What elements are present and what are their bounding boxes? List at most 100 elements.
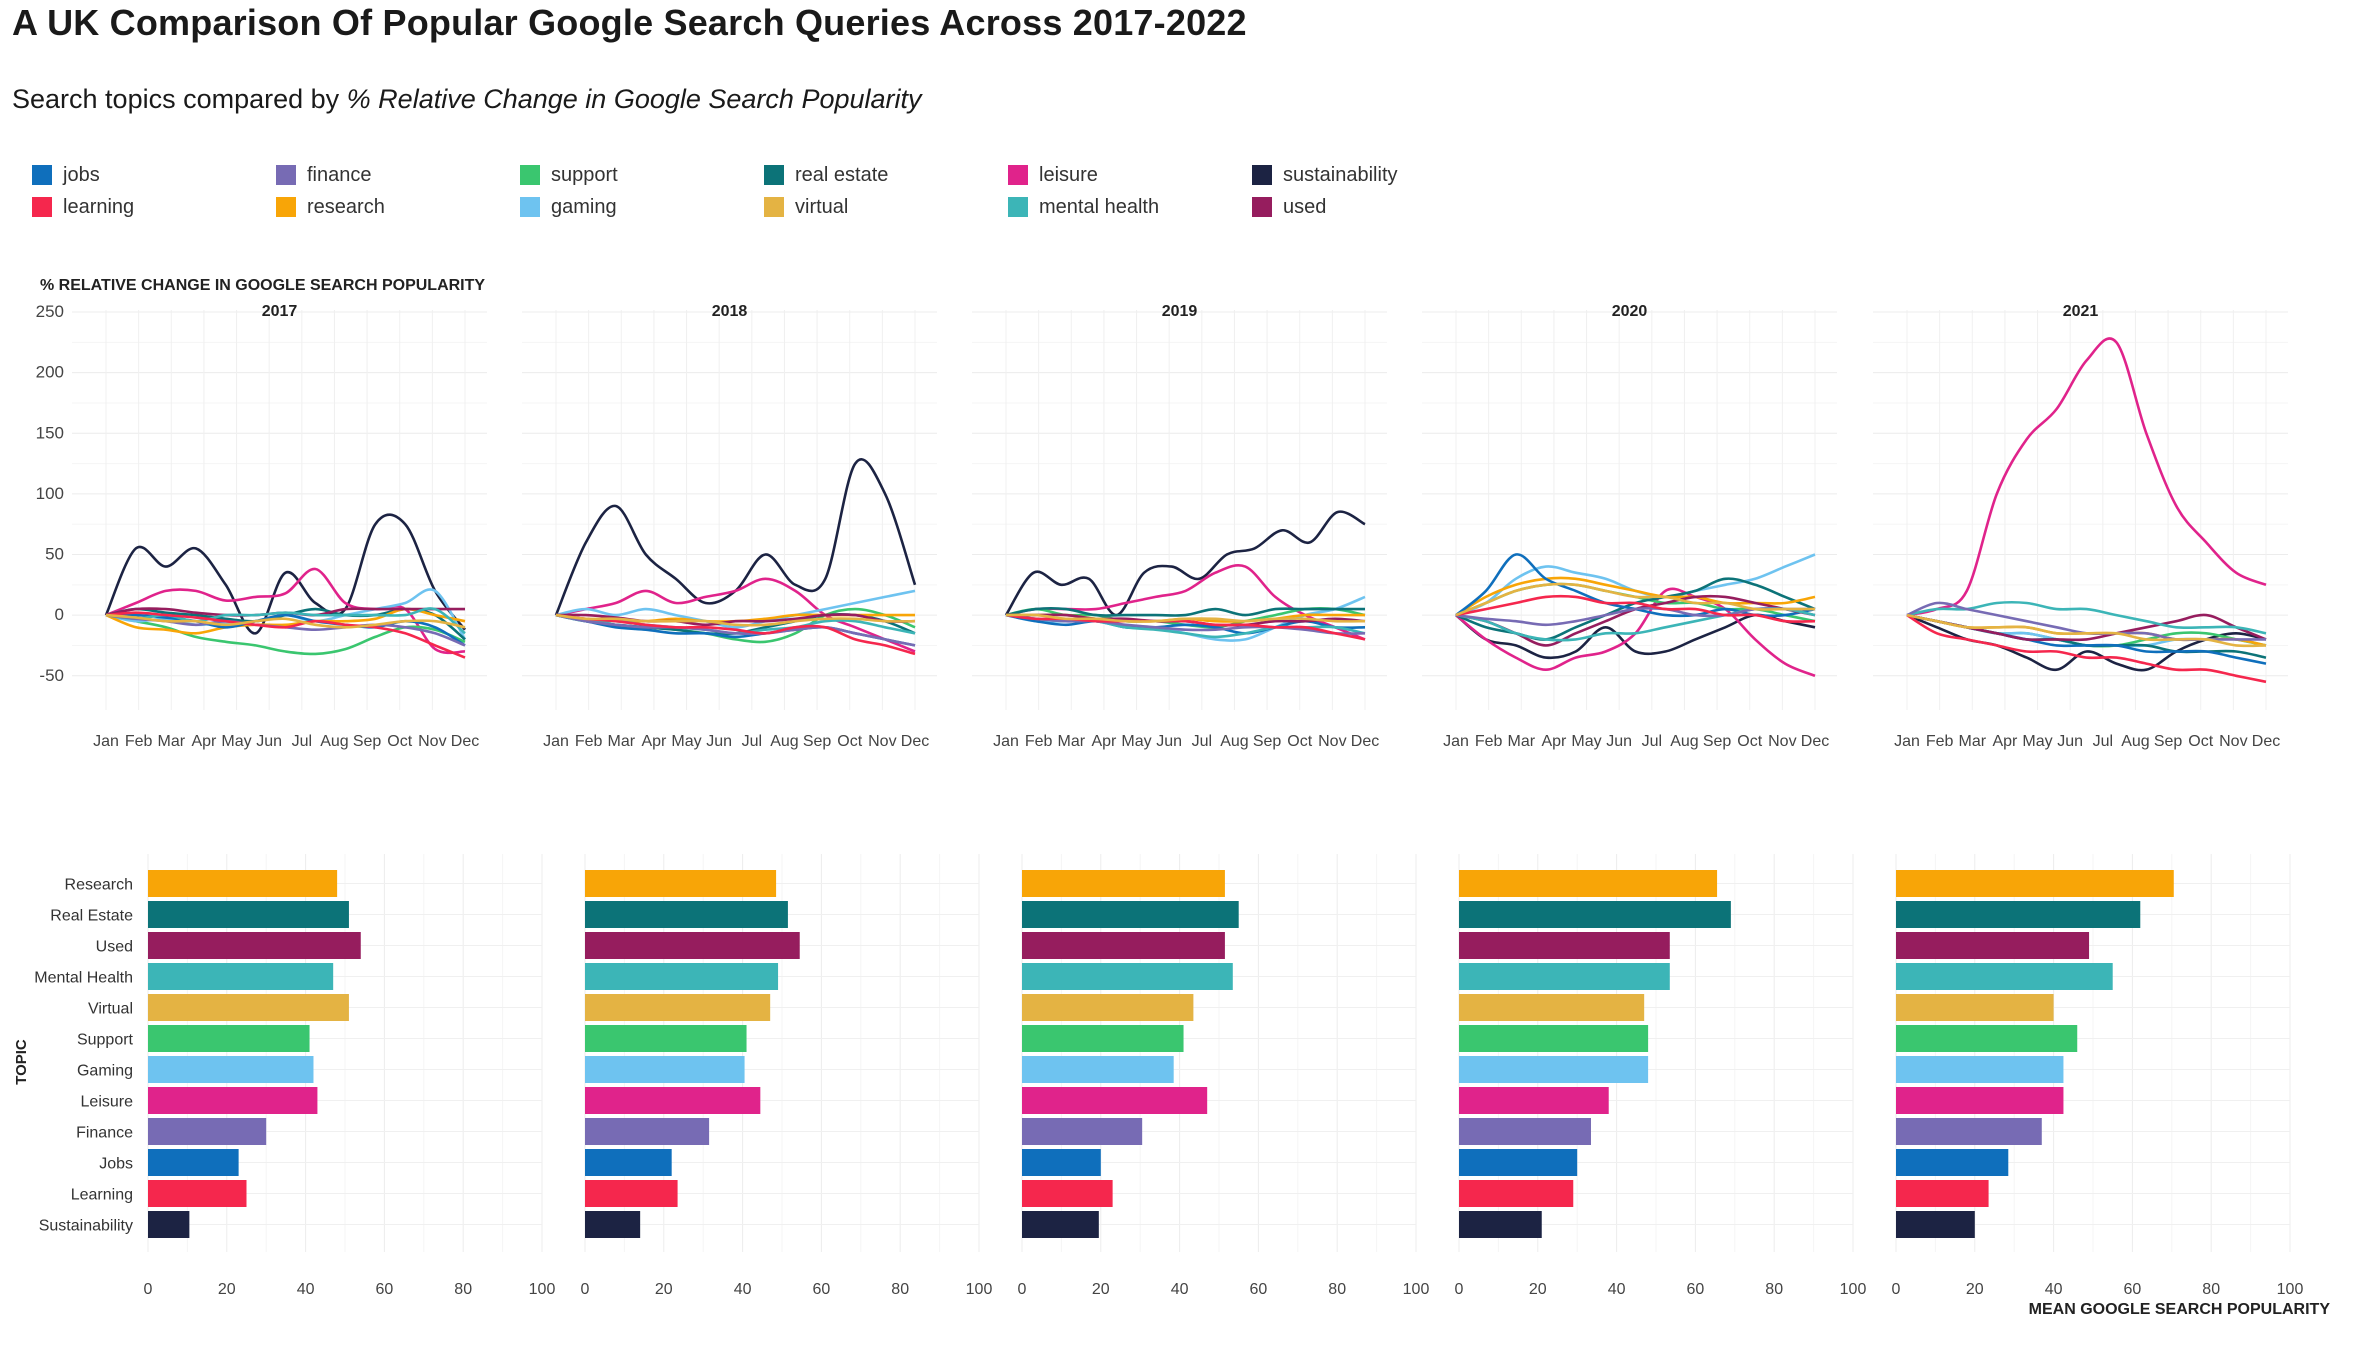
- bar-support: [1022, 1025, 1184, 1052]
- legend-swatch: [764, 165, 784, 185]
- series-line-finance: [1005, 613, 1366, 635]
- series-line-sustainability: [104, 513, 467, 635]
- bar-jobs: [148, 1149, 239, 1176]
- category-label: Sustainability: [39, 1218, 133, 1235]
- x-tick-label: 40: [1171, 1281, 1189, 1298]
- x-tick-label: Jan: [93, 733, 119, 750]
- bar-leisure: [1022, 1087, 1208, 1114]
- bar-mental-health: [585, 963, 779, 990]
- legend-item-mental-health: mental health: [1008, 192, 1159, 222]
- category-label: Support: [77, 1032, 134, 1049]
- x-tick-label: Nov: [2219, 733, 2247, 750]
- bar-research: [1459, 870, 1718, 897]
- series-line-sustainability: [554, 458, 917, 616]
- category-label: Leisure: [81, 1094, 134, 1111]
- category-label: Learning: [71, 1187, 133, 1204]
- x-tick-label: Nov: [868, 733, 896, 750]
- chart-subtitle: Search topics compared by % Relative Cha…: [12, 84, 922, 115]
- bar-chart-ylabel: TOPIC: [13, 1039, 30, 1085]
- x-tick-label: 60: [1687, 1281, 1705, 1298]
- x-tick-label: Nov: [418, 733, 446, 750]
- subtitle-emphasis: % Relative Change in Google Search Popul…: [346, 84, 922, 114]
- bar-virtual: [148, 994, 349, 1021]
- bar-finance: [1022, 1118, 1143, 1145]
- bar-learning: [1022, 1180, 1113, 1207]
- legend-label: leisure: [1039, 163, 1098, 186]
- legend-label: support: [551, 163, 618, 186]
- series-line-virtual: [555, 613, 916, 627]
- bar-research: [1022, 870, 1225, 897]
- x-tick-label: 100: [1403, 1281, 1430, 1298]
- category-label: Jobs: [99, 1156, 133, 1173]
- bar-used: [1459, 932, 1670, 959]
- x-tick-label: Apr: [641, 733, 667, 750]
- bar-jobs: [1459, 1149, 1578, 1176]
- x-tick-label: 0: [1018, 1281, 1027, 1298]
- legend-label: used: [1283, 195, 1327, 218]
- bar-finance: [585, 1118, 710, 1145]
- bar-sustainability: [148, 1211, 190, 1238]
- bar-real-estate: [585, 901, 788, 928]
- x-tick-label: Jul: [292, 733, 312, 750]
- x-tick-label: Jul: [1642, 733, 1662, 750]
- bar-learning: [585, 1180, 678, 1207]
- x-tick-label: Jul: [1192, 733, 1212, 750]
- series-line-gaming: [555, 589, 916, 629]
- panel-title: 2021: [2063, 303, 2099, 320]
- x-tick-label: Jun: [2057, 733, 2083, 750]
- legend-label: research: [307, 195, 385, 218]
- panel-title: 2018: [712, 303, 748, 320]
- x-tick-label: Oct: [1737, 733, 1762, 750]
- x-tick-label: Jul: [2093, 733, 2113, 750]
- series-line-virtual: [1455, 582, 1815, 617]
- legend-swatch: [1008, 165, 1028, 185]
- bar-jobs: [585, 1149, 672, 1176]
- x-tick-label: Aug: [1670, 733, 1698, 750]
- y-tick-label: 50: [45, 545, 64, 564]
- panel-title: 2017: [262, 303, 298, 320]
- y-tick-label: 250: [36, 302, 64, 321]
- x-tick-label: Apr: [1091, 733, 1117, 750]
- x-tick-label: Sep: [353, 733, 382, 750]
- legend-label: gaming: [551, 195, 617, 218]
- x-tick-label: 40: [1608, 1281, 1626, 1298]
- x-tick-label: Feb: [575, 733, 603, 750]
- bar-gaming: [1896, 1056, 2064, 1083]
- legend-label: real estate: [795, 163, 889, 186]
- x-tick-label: Jul: [742, 733, 762, 750]
- x-tick-label: 80: [891, 1281, 909, 1298]
- bar-panel-2020: 0 20 40 60 80 100: [1455, 854, 1866, 1298]
- category-label: Mental Health: [34, 970, 133, 987]
- x-tick-label: Feb: [1475, 733, 1503, 750]
- bar-real-estate: [148, 901, 349, 928]
- bar-gaming: [148, 1056, 314, 1083]
- legend-swatch: [276, 165, 296, 185]
- legend-item-leisure: leisure: [1008, 160, 1098, 190]
- legend-item-jobs: jobs: [32, 160, 100, 190]
- x-tick-label: Oct: [387, 733, 412, 750]
- x-tick-label: Aug: [320, 733, 348, 750]
- legend-label: sustainability: [1283, 163, 1398, 186]
- x-tick-label: Feb: [1926, 733, 1954, 750]
- x-tick-label: 60: [1250, 1281, 1268, 1298]
- x-tick-label: Nov: [1768, 733, 1796, 750]
- x-tick-label: Feb: [125, 733, 153, 750]
- bar-leisure: [1896, 1087, 2064, 1114]
- line-panel-2021: Jan Feb Mar Apr May Jun Jul Aug Sep Oct Nov Dec 2021: [1873, 303, 2288, 750]
- bar-leisure: [585, 1087, 761, 1114]
- bar-sustainability: [1459, 1211, 1542, 1238]
- x-tick-label: 20: [218, 1281, 236, 1298]
- legend-label: virtual: [795, 195, 849, 218]
- x-tick-label: 100: [529, 1281, 556, 1298]
- bar-mental-health: [1459, 963, 1670, 990]
- subtitle-prefix: Search topics compared by: [12, 84, 347, 114]
- bar-support: [585, 1025, 747, 1052]
- series-line-learning: [555, 613, 916, 656]
- bar-real-estate: [1896, 901, 2141, 928]
- x-tick-label: Sep: [1253, 733, 1282, 750]
- x-tick-label: Mar: [1057, 733, 1085, 750]
- bar-gaming: [1459, 1056, 1649, 1083]
- x-tick-label: 20: [1966, 1281, 1984, 1298]
- category-label: Virtual: [88, 1001, 133, 1018]
- x-tick-label: 80: [1328, 1281, 1346, 1298]
